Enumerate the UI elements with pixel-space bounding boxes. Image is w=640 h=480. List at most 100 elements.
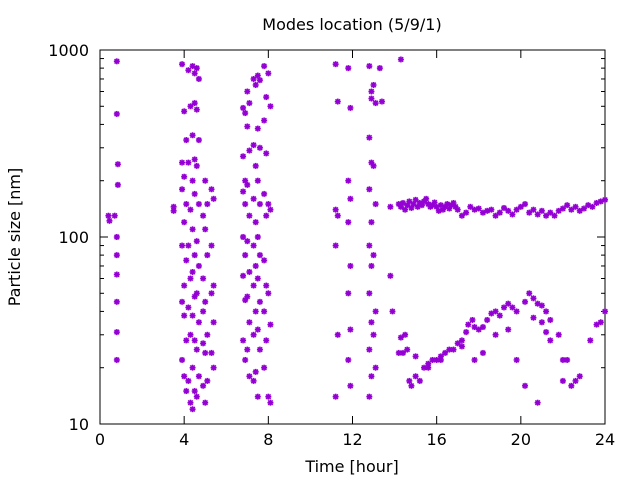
data-point	[250, 142, 257, 149]
data-point	[530, 314, 537, 321]
data-point	[267, 399, 274, 406]
data-point	[408, 382, 415, 389]
data-point	[256, 298, 263, 305]
data-point	[113, 234, 120, 240]
data-point	[240, 153, 247, 160]
data-point	[442, 349, 449, 356]
data-point	[187, 206, 194, 213]
data-point	[564, 356, 571, 363]
data-point	[244, 238, 251, 245]
data-point	[252, 162, 259, 169]
data-point	[555, 331, 562, 338]
data-point	[332, 206, 339, 213]
data-point	[204, 252, 211, 259]
data-point	[587, 337, 594, 344]
data-point	[250, 282, 257, 289]
data-point	[240, 272, 247, 279]
data-point	[191, 70, 198, 77]
data-point	[597, 319, 604, 326]
data-point	[437, 356, 444, 363]
data-point	[505, 207, 512, 214]
data-point	[602, 196, 608, 203]
y-tick-label: 1000	[48, 41, 89, 60]
y-axis: 10 100 1000	[48, 41, 605, 434]
data-point	[261, 364, 268, 371]
data-point	[526, 209, 533, 216]
data-point	[187, 399, 194, 406]
data-point	[252, 308, 259, 315]
data-point	[183, 137, 190, 144]
data-point	[181, 282, 188, 289]
data-point	[458, 212, 465, 219]
data-point	[250, 377, 257, 384]
x-tick-label: 4	[179, 430, 189, 449]
data-point	[372, 201, 379, 208]
data-points	[105, 56, 608, 413]
data-point	[114, 161, 121, 168]
data-point	[195, 262, 202, 269]
x-axis: 0 4 8 12 16 20 24	[95, 50, 615, 449]
data-point	[372, 364, 379, 371]
data-point	[406, 198, 413, 205]
data-point	[242, 252, 249, 259]
x-tick-label: 8	[263, 430, 273, 449]
data-point	[189, 177, 196, 184]
data-point	[397, 334, 404, 341]
data-point	[204, 377, 211, 384]
data-point	[387, 272, 394, 279]
data-point	[254, 72, 261, 79]
data-point	[366, 242, 373, 249]
data-point	[463, 329, 470, 336]
data-point	[345, 65, 352, 72]
data-point	[334, 212, 341, 219]
data-point	[513, 308, 520, 315]
data-point	[465, 321, 472, 328]
data-point	[261, 117, 268, 124]
data-point	[246, 373, 253, 380]
data-point	[372, 100, 379, 107]
data-point	[370, 81, 377, 88]
data-point	[366, 346, 373, 353]
data-point	[193, 65, 200, 72]
data-point	[522, 382, 529, 389]
data-point	[185, 159, 192, 166]
data-point	[547, 337, 554, 344]
data-point	[265, 393, 272, 400]
data-point	[242, 201, 249, 208]
data-point	[265, 201, 272, 208]
data-point	[185, 304, 192, 311]
data-point	[261, 308, 268, 315]
data-point	[256, 252, 263, 259]
data-point	[347, 195, 354, 202]
data-point	[185, 377, 192, 384]
data-point	[479, 349, 486, 356]
data-point	[559, 356, 566, 363]
data-point	[263, 337, 270, 344]
data-point	[113, 271, 120, 278]
data-point	[208, 242, 215, 249]
data-point	[265, 70, 272, 77]
data-point	[347, 104, 354, 111]
data-point	[347, 326, 354, 333]
data-point	[412, 373, 419, 380]
data-point	[555, 207, 562, 214]
data-point	[263, 212, 270, 219]
data-point	[522, 298, 529, 305]
data-point	[404, 346, 411, 353]
data-point	[454, 340, 461, 347]
data-point	[538, 207, 545, 214]
data-point	[200, 275, 207, 282]
data-point	[191, 252, 198, 259]
data-point	[345, 177, 352, 184]
data-point	[265, 290, 272, 297]
data-point	[484, 316, 491, 323]
data-point	[467, 203, 474, 210]
data-point	[202, 177, 209, 184]
data-point	[347, 382, 354, 389]
data-point	[244, 346, 251, 353]
data-point	[267, 103, 274, 110]
data-point	[256, 144, 263, 151]
data-point	[370, 331, 377, 338]
data-point	[204, 201, 211, 208]
data-point	[368, 319, 375, 326]
